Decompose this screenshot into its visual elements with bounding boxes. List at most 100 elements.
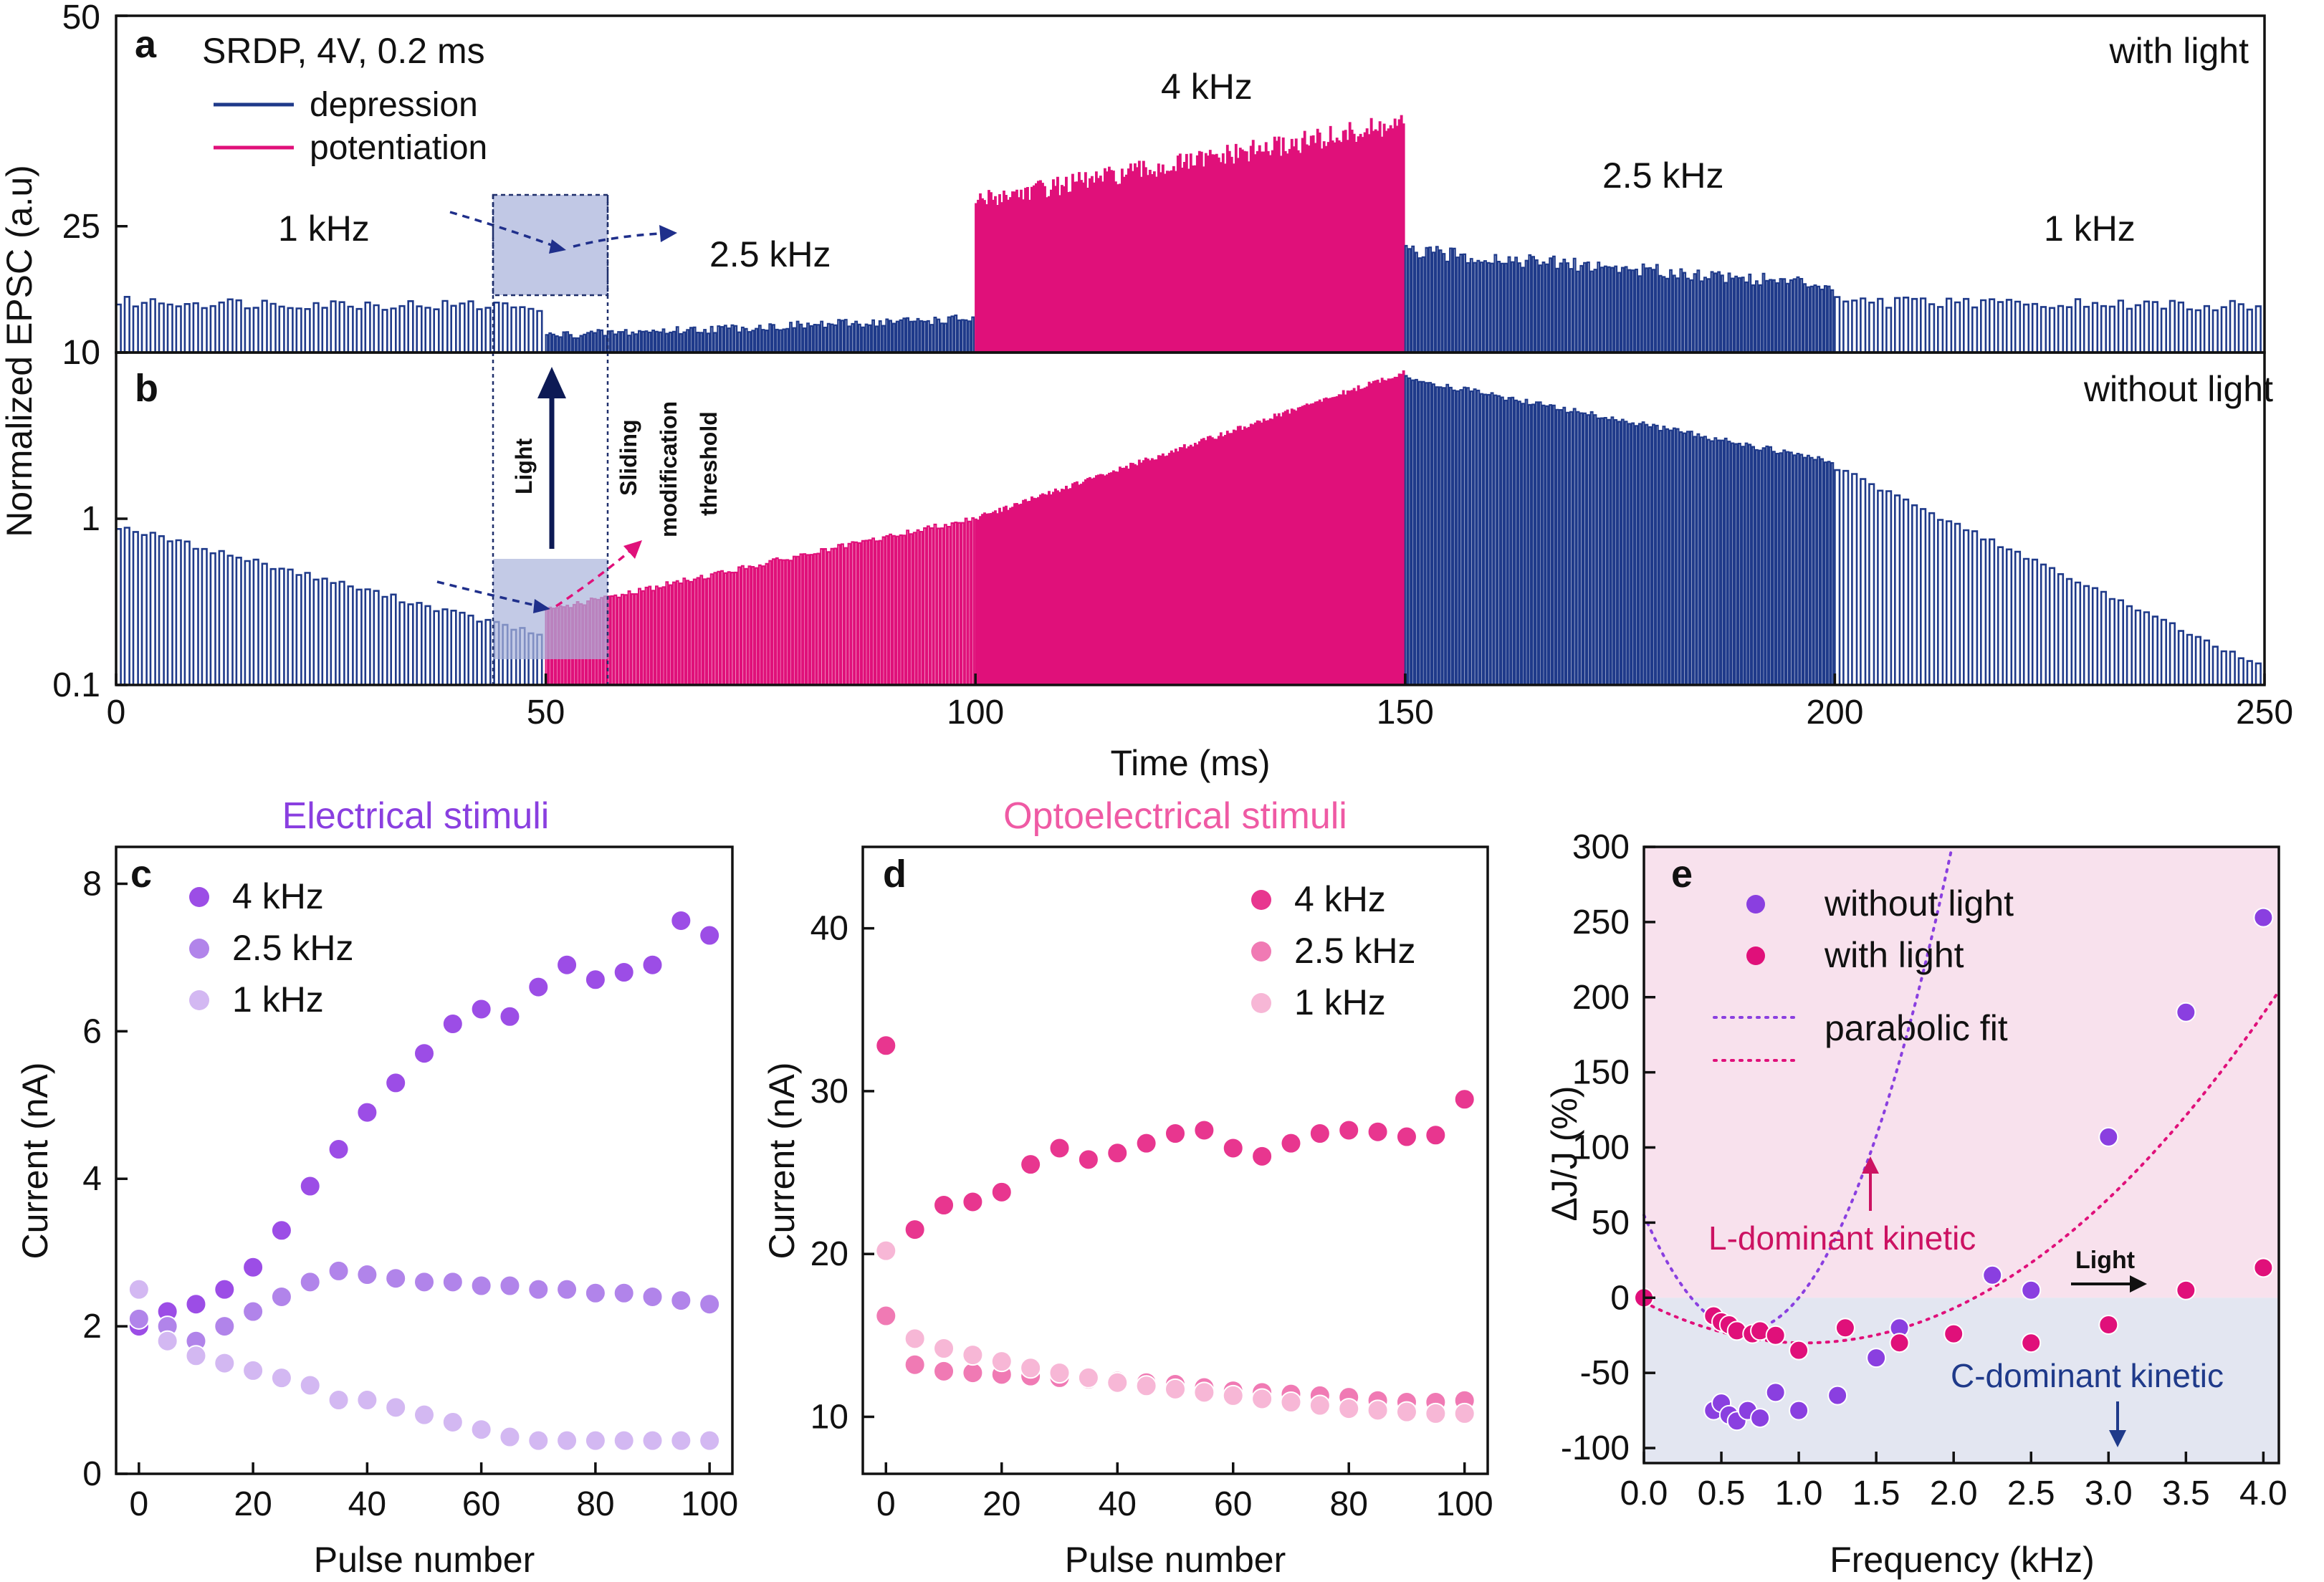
series-1 — [128, 1260, 721, 1352]
data-point — [904, 1353, 926, 1376]
data-point — [441, 1411, 464, 1433]
data-point — [214, 1315, 236, 1338]
panel-d-y-label: Current (nA) — [762, 1062, 802, 1259]
legend-label: parabolic fit — [1825, 1008, 2008, 1048]
data-point — [214, 1352, 236, 1374]
panel-e-frame — [1642, 845, 2280, 1464]
series-0 — [128, 909, 721, 1338]
data-point — [1020, 1357, 1042, 1379]
data-point — [527, 1278, 550, 1300]
l-dominant-label: L-dominant kinetic — [1708, 1219, 1976, 1257]
ytick-label: 2 — [82, 1308, 102, 1346]
legend-label: 1 kHz — [1294, 982, 1386, 1022]
panel-e-x-label: Frequency (kHz) — [1830, 1540, 2095, 1580]
panel-c-axes: 0 20 40 60 80 100 0 2 4 6 8 — [82, 865, 738, 1523]
data-point — [1222, 1137, 1244, 1159]
legend-label: 2.5 kHz — [1294, 931, 1416, 971]
data-point — [1789, 1400, 1809, 1421]
data-point — [499, 1275, 521, 1297]
xtick-label: 80 — [576, 1485, 614, 1523]
data-point — [1866, 1348, 1887, 1368]
xtick-label: 40 — [348, 1485, 386, 1523]
data-point — [299, 1271, 321, 1293]
data-point — [613, 1282, 635, 1304]
data-point — [1827, 1385, 1848, 1406]
panel-c-frame — [115, 845, 734, 1475]
data-point — [670, 909, 692, 931]
xtick-label: 0 — [130, 1485, 149, 1523]
data-point — [1453, 1088, 1476, 1111]
xtick-label: 1.0 — [1775, 1475, 1823, 1513]
panel-b-corner-label: without light — [2083, 369, 2273, 409]
data-point — [875, 1240, 897, 1262]
data-point — [1943, 1323, 1964, 1344]
data-point — [584, 969, 606, 991]
ytick-label: 300 — [1572, 828, 1630, 866]
data-point — [904, 1328, 926, 1350]
pulse-train-a-1 — [545, 315, 975, 353]
data-point — [1251, 1388, 1273, 1410]
data-point — [556, 954, 578, 976]
data-point — [242, 1359, 264, 1381]
legend-label: 2.5 kHz — [232, 928, 354, 968]
data-point — [1135, 1375, 1157, 1397]
panel-e-y-label: ΔJ/J (%) — [1544, 1086, 1584, 1222]
data-point — [1982, 1265, 2003, 1285]
data-point — [1193, 1119, 1215, 1141]
arrowhead-b2 — [623, 540, 642, 559]
ytick-label: -100 — [1561, 1429, 1630, 1467]
data-point — [327, 1389, 350, 1411]
pulse-train-a-0 — [116, 296, 543, 353]
xtick-label: 60 — [462, 1485, 500, 1523]
dashed-arrow-b2 — [555, 550, 631, 608]
pulse-train-b-3 — [1404, 375, 1835, 685]
panel-b-xtick-label: 50 — [527, 694, 565, 732]
data-point — [2253, 1257, 2274, 1278]
data-point — [1395, 1401, 1417, 1423]
xtick-label: 20 — [234, 1485, 272, 1523]
panel-d-x-label: Pulse number — [1065, 1540, 1286, 1580]
legend-potentiation-label: potentiation — [310, 129, 487, 167]
data-point — [904, 1219, 926, 1241]
ytick-label: 200 — [1572, 979, 1630, 1017]
data-point — [556, 1278, 578, 1300]
data-point — [242, 1256, 264, 1278]
xtick-label: 20 — [982, 1485, 1020, 1523]
panel-d-letter: d — [883, 853, 907, 896]
arrowhead-a1 — [549, 239, 566, 254]
data-point — [1048, 1362, 1071, 1384]
data-point — [1453, 1402, 1476, 1424]
data-point — [527, 976, 550, 998]
ytick-label: 30 — [810, 1073, 848, 1111]
legend-marker — [1251, 890, 1271, 910]
panel-b-xtick-label: 250 — [2236, 694, 2293, 732]
data-point — [875, 1305, 897, 1327]
data-point — [1165, 1378, 1186, 1400]
data-point — [1020, 1154, 1042, 1176]
data-point — [990, 1351, 1013, 1373]
legend-label: 4 kHz — [232, 876, 324, 916]
data-point — [1789, 1340, 1809, 1361]
data-point — [1165, 1123, 1186, 1144]
data-point — [385, 1072, 407, 1094]
panel-d-title: Optoelectrical stimuli — [1003, 795, 1347, 837]
data-point — [214, 1278, 236, 1300]
ytick-label: 20 — [810, 1235, 848, 1273]
data-point — [613, 1429, 635, 1452]
fit-curve — [1642, 846, 1954, 1332]
data-point — [1750, 1408, 1771, 1429]
xtick-label: 100 — [1436, 1485, 1493, 1523]
panel-b-ytick-label: 0.1 — [52, 666, 100, 704]
data-point — [641, 1429, 664, 1452]
pulse-train-b-2 — [975, 370, 1405, 685]
data-point — [699, 924, 721, 946]
data-point — [413, 1404, 435, 1426]
data-point — [1280, 1132, 1302, 1154]
panel-c-title: Electrical stimuli — [282, 795, 550, 837]
data-point — [327, 1138, 350, 1161]
pulse-train-a-3 — [1404, 244, 1835, 353]
legend-label: 4 kHz — [1294, 879, 1386, 919]
ytick-label: 10 — [810, 1398, 848, 1436]
xtick-label: 60 — [1214, 1485, 1252, 1523]
pulse-train-a-2 — [975, 115, 1405, 353]
